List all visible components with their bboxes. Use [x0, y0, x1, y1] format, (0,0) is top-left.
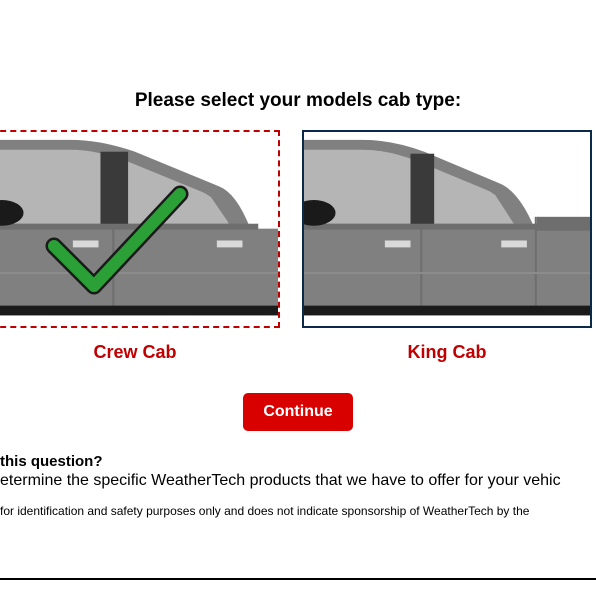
bottom-divider — [0, 578, 596, 580]
continue-button[interactable]: Continue — [243, 393, 352, 431]
page-title: Please select your models cab type: — [0, 90, 596, 112]
footer-disclaimer: for identification and safety purposes o… — [0, 504, 596, 518]
option-king-cab-image — [302, 130, 592, 328]
options-row: Crew Cab — [0, 130, 596, 363]
option-crew-cab[interactable]: Crew Cab — [0, 130, 280, 363]
footer-answer: etermine the specific WeatherTech produc… — [0, 472, 596, 490]
option-crew-cab-label: Crew Cab — [0, 342, 280, 363]
option-crew-cab-image — [0, 130, 280, 328]
option-king-cab[interactable]: King Cab — [302, 130, 592, 363]
footer: this question? etermine the specific Wea… — [0, 453, 596, 518]
option-king-cab-label: King Cab — [302, 342, 592, 363]
truck-king-cab-illustration — [304, 132, 590, 327]
truck-crew-cab-illustration — [0, 132, 278, 327]
footer-question: this question? — [0, 453, 596, 470]
